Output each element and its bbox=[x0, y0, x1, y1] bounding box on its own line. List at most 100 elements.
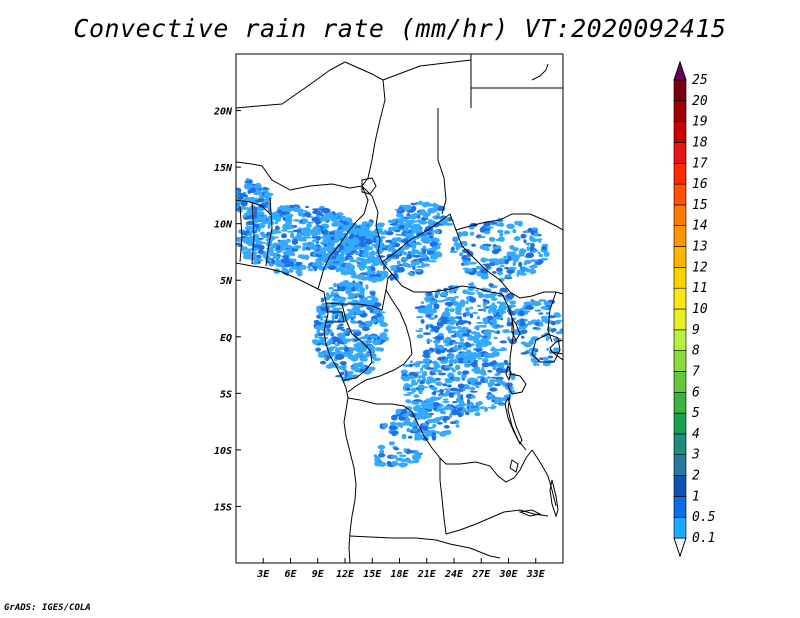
rain-cell bbox=[523, 318, 528, 322]
rain-cell bbox=[316, 250, 325, 255]
rain-cell bbox=[386, 246, 392, 252]
lon-tick-label: 33E bbox=[526, 569, 546, 580]
rain-cell bbox=[349, 259, 358, 263]
rain-cell bbox=[538, 253, 544, 258]
border-rwanda-burundi bbox=[507, 373, 527, 395]
rain-cell bbox=[466, 268, 474, 272]
rain-cell bbox=[504, 266, 509, 270]
rain-cell bbox=[519, 322, 526, 327]
rain-cell bbox=[512, 261, 517, 267]
rain-cell bbox=[361, 251, 369, 258]
rain-cell bbox=[257, 188, 262, 191]
rain-cell bbox=[346, 296, 356, 300]
border-eqguinea bbox=[326, 311, 345, 323]
rain-cell bbox=[443, 425, 450, 429]
rain-cell bbox=[402, 238, 409, 244]
rain-cell bbox=[366, 353, 374, 356]
rain-cell bbox=[245, 230, 250, 234]
rain-cell bbox=[402, 204, 410, 210]
rain-cell bbox=[426, 232, 433, 236]
rain-cell bbox=[448, 360, 456, 363]
rain-cell bbox=[416, 315, 424, 319]
rain-cell bbox=[269, 251, 275, 254]
country-borders bbox=[236, 54, 563, 563]
rain-cell bbox=[484, 231, 491, 235]
rain-cell bbox=[408, 363, 413, 368]
rain-cell bbox=[421, 402, 431, 405]
rain-cell bbox=[395, 229, 401, 232]
rain-cell bbox=[333, 282, 337, 288]
rain-cell bbox=[323, 356, 327, 360]
rain-cell bbox=[350, 366, 358, 371]
rain-cell bbox=[411, 205, 417, 212]
rain-cell bbox=[488, 261, 496, 266]
rain-cell bbox=[439, 394, 448, 397]
colorbar-label: 16 bbox=[692, 177, 708, 192]
rain-cell bbox=[264, 198, 271, 203]
rain-cell bbox=[413, 394, 420, 398]
rain-cell bbox=[521, 335, 525, 339]
rain-cell bbox=[522, 326, 526, 331]
rain-cell bbox=[279, 241, 289, 247]
rain-cell bbox=[238, 229, 244, 234]
rain-cell bbox=[537, 251, 541, 255]
rain-cell bbox=[315, 347, 321, 352]
rain-cell bbox=[332, 289, 342, 292]
colorbar-swatch bbox=[673, 183, 687, 206]
rain-cell bbox=[478, 402, 483, 405]
rain-cell bbox=[425, 314, 432, 318]
rain-cell bbox=[482, 317, 489, 323]
rain-cell bbox=[510, 374, 516, 381]
rain-cell bbox=[492, 244, 497, 247]
rain-cell bbox=[425, 201, 430, 207]
rain-cell bbox=[494, 373, 500, 377]
rain-cell bbox=[475, 324, 480, 331]
rain-cell bbox=[240, 248, 245, 252]
rain-cell bbox=[259, 231, 265, 236]
rain-cell bbox=[292, 207, 302, 213]
rain-cell bbox=[414, 371, 422, 374]
rain-cell bbox=[312, 210, 321, 215]
rain-cell bbox=[482, 243, 491, 246]
colorbar-label: 11 bbox=[692, 281, 708, 296]
rain-cell bbox=[543, 300, 549, 306]
rain-cell bbox=[478, 325, 487, 328]
rain-cell bbox=[466, 398, 471, 405]
rain-cell bbox=[356, 273, 365, 280]
rain-cell bbox=[360, 364, 366, 370]
rain-cell bbox=[547, 315, 556, 319]
rain-cell bbox=[518, 261, 523, 267]
rain-cell bbox=[468, 363, 477, 366]
rain-cell bbox=[359, 287, 366, 292]
rain-cell bbox=[383, 271, 389, 277]
rain-cell bbox=[404, 406, 413, 411]
rain-cell bbox=[468, 226, 475, 230]
rain-cell bbox=[256, 216, 261, 222]
rain-cell bbox=[343, 245, 351, 250]
rain-cell bbox=[369, 291, 376, 296]
rain-cell bbox=[236, 236, 244, 241]
colorbar-swatch bbox=[673, 142, 687, 164]
rain-cell bbox=[437, 372, 447, 376]
rain-cell bbox=[465, 307, 470, 312]
rain-cell bbox=[394, 208, 403, 211]
chart-title: Convective rain rate (mm/hr) VT:20200924… bbox=[73, 14, 727, 43]
rain-cell bbox=[528, 269, 535, 273]
rain-cell bbox=[411, 260, 417, 267]
lake-albert bbox=[511, 316, 521, 341]
rain-cell bbox=[385, 231, 394, 236]
rain-cell bbox=[351, 286, 356, 292]
rain-cell bbox=[442, 416, 447, 423]
rain-cell bbox=[375, 338, 381, 344]
rain-cell bbox=[452, 369, 456, 373]
rain-cell bbox=[371, 262, 380, 267]
border-chad-libya bbox=[382, 59, 472, 81]
rain-cell bbox=[314, 319, 320, 326]
rain-cell bbox=[348, 235, 354, 240]
rain-cell bbox=[430, 308, 436, 314]
rain-cell bbox=[359, 257, 364, 262]
rain-cell bbox=[504, 274, 512, 278]
rain-cell bbox=[469, 386, 476, 391]
rain-cell bbox=[354, 251, 361, 255]
